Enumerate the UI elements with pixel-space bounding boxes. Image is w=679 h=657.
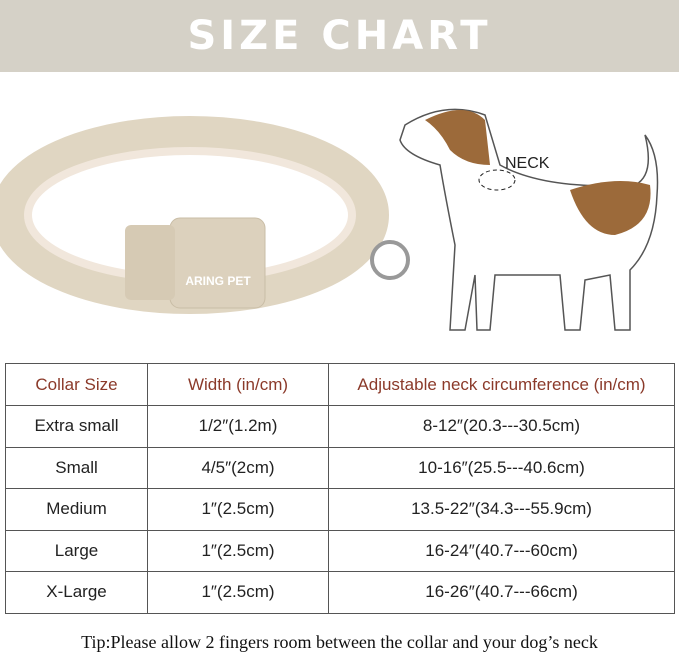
table-row: Large 1″(2.5cm) 16-24″(40.7---60cm) xyxy=(5,529,675,572)
cell-neck: 16-26″(40.7---66cm) xyxy=(328,571,675,614)
header-collar-size: Collar Size xyxy=(5,363,148,406)
cell-width: 1″(2.5cm) xyxy=(147,488,329,531)
cell-neck: 10-16″(25.5---40.6cm) xyxy=(328,446,675,489)
table-row: Medium 1″(2.5cm) 13.5-22″(34.3---55.9cm) xyxy=(5,488,675,531)
size-table: Collar Size Width (in/cm) Adjustable nec… xyxy=(5,363,675,614)
title-banner: SIZE CHART xyxy=(0,0,679,72)
cell-size: Small xyxy=(5,446,148,489)
neck-label: NECK xyxy=(505,155,550,172)
header-width: Width (in/cm) xyxy=(147,363,329,406)
header-neck: Adjustable neck circumference (in/cm) xyxy=(328,363,675,406)
cell-neck: 16-24″(40.7---60cm) xyxy=(328,529,675,572)
cell-size: Medium xyxy=(5,488,148,531)
collar-image: ARING PET xyxy=(0,116,410,314)
cell-width: 4/5″(2cm) xyxy=(147,446,329,489)
dog-illustration xyxy=(399,108,659,331)
cell-width: 1/2″(1.2m) xyxy=(147,405,329,448)
tip-text: Tip:Please allow 2 fingers room between … xyxy=(81,632,598,652)
brand-label: ARING PET xyxy=(185,274,251,288)
table-row: X-Large 1″(2.5cm) 16-26″(40.7---66cm) xyxy=(5,571,675,614)
cell-size: Large xyxy=(5,529,148,572)
page-title: SIZE CHART xyxy=(187,13,492,59)
cell-size: X-Large xyxy=(5,571,148,614)
cell-size: Extra small xyxy=(5,405,148,448)
table-row: Extra small 1/2″(1.2m) 8-12″(20.3---30.5cm… xyxy=(5,405,675,448)
table-header-row: Collar Size Width (in/cm) Adjustable nec… xyxy=(5,363,675,406)
cell-neck: 13.5-22″(34.3---55.9cm) xyxy=(328,488,675,531)
cell-width: 1″(2.5cm) xyxy=(147,571,329,614)
table-row: Small 4/5″(2cm) 10-16″(25.5---40.6cm) xyxy=(5,446,675,489)
cell-neck: 8-12″(20.3---30.5cm) xyxy=(328,405,675,448)
cell-width: 1″(2.5cm) xyxy=(147,529,329,572)
